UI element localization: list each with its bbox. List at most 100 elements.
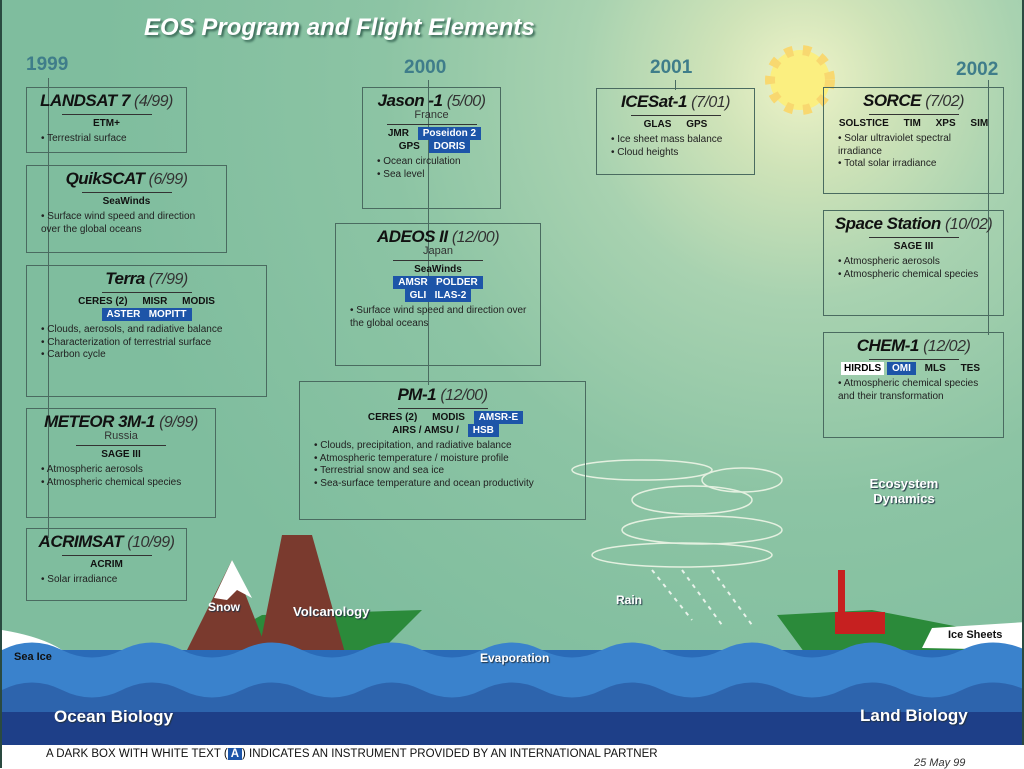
mission-box-chem-1: CHEM-1 (12/02) HIRDLS OMI MLS TES • Atmos… [823, 332, 1004, 438]
objective-text: Cloud heights [617, 146, 679, 158]
mission-name: Terra [105, 269, 145, 288]
partner-box-icon: A [227, 748, 242, 760]
mission-box-landsat-7: LANDSAT 7 (4/99) ETM+ • Terrestrial surfa… [26, 87, 187, 153]
divider [61, 114, 152, 115]
instrument-row: SAGE III [824, 240, 1003, 253]
mission-name: Space Station [834, 214, 941, 233]
objectives-list: • Ocean circulation • Sea level [363, 153, 500, 181]
instrument-row: HIRDLS OMI MLS TES [824, 362, 1003, 375]
objectives-list: • Clouds, precipitation, and radiative b… [300, 437, 585, 490]
rain-icon [651, 569, 753, 626]
mission-name: LANDSAT 7 [40, 91, 130, 110]
mission-name: QuikSCAT [65, 169, 145, 188]
mission-name: CHEM-1 [856, 336, 920, 355]
partner-instrument: ASTER MOPITT [101, 308, 192, 321]
partner-note: A DARK BOX WITH WHITE TEXT (A) INDICATES… [46, 748, 658, 760]
instrument-row: AMSR POLDER [336, 276, 540, 289]
objective-text: Atmospheric aerosols [46, 464, 143, 475]
objective-item: • Cloud heights [611, 146, 679, 158]
objective-item: • Solar irradiance [41, 574, 118, 585]
objective-text: Ocean circulation [383, 156, 461, 167]
objective-text: Atmospheric chemical species [843, 268, 979, 280]
mission-name: ICESat-1 [621, 92, 687, 111]
instrument: AIRS / AMSU / [392, 425, 459, 436]
objective-item: • Solar ultraviolet spectral irradiance [838, 133, 951, 157]
objective-text: Atmospheric chemical species [46, 476, 182, 488]
divider [386, 124, 477, 125]
note-text: A DARK BOX WITH WHITE TEXT ( [46, 748, 228, 760]
objective-text: Terrestrial surface [47, 133, 127, 144]
eos-diagram: EOS Program and Flight Elements 1999 200… [0, 0, 1024, 745]
mission-title: Jason -1 (5/00) [363, 91, 500, 111]
instrument: GLAS [643, 119, 672, 130]
mission-title: ICESat-1 (7/01) [597, 92, 754, 112]
objective-item: • Surface wind speed and direction over … [350, 305, 527, 329]
objective-item: • Terrestrial snow and sea ice [314, 465, 445, 476]
objective-item: • Sea-surface temperature and ocean prod… [314, 477, 534, 489]
scenery [2, 45, 1022, 745]
instrument: MISR [142, 296, 168, 307]
launch-date: (7/02) [925, 93, 964, 110]
cloud-icon [571, 459, 783, 568]
mission-title: Terra (7/99) [27, 269, 266, 289]
objectives-list: • Surface wind speed and direction over … [27, 208, 226, 236]
mission-title: SORCE (7/02) [824, 91, 1003, 111]
divider [393, 260, 483, 261]
objective-item: • Clouds, precipitation, and radiative b… [314, 440, 512, 451]
factory-icon [835, 612, 885, 634]
partner-instrument: OMI [887, 362, 916, 375]
year-1999: 1999 [26, 54, 69, 75]
mission-title: Space Station (10/02) [824, 214, 1003, 234]
launch-date: (10/99) [127, 534, 175, 551]
objectives-list: • Atmospheric aerosols • Atmospheric chem… [824, 253, 1003, 281]
mission-box-quikscat: QuikSCAT (6/99) SeaWinds • Surface wind s… [26, 165, 227, 253]
objectives-list: • Atmospheric chemical species and their… [824, 375, 1003, 403]
mission-name: METEOR 3M-1 [44, 412, 155, 431]
objectives-list: • Terrestrial surface [27, 130, 186, 146]
instrument: GPS [398, 141, 420, 152]
mission-name: SORCE [863, 91, 921, 110]
launch-date: (6/99) [148, 171, 188, 188]
objective-text: Surface wind speed and direction over th… [350, 305, 527, 329]
launch-date: (12/02) [923, 338, 971, 355]
objective-text: Sea level [383, 168, 425, 180]
instrument: SAGE III [893, 241, 934, 252]
instrument: MODIS [182, 296, 215, 307]
instrument: JMR [387, 128, 409, 139]
partner-country: Japan [423, 245, 453, 257]
partner-instrument: DORIS [428, 140, 471, 153]
launch-date: (5/00) [446, 93, 486, 110]
objective-item: • Surface wind speed and direction over … [41, 211, 196, 235]
launch-date: (7/99) [148, 271, 188, 288]
instrument-row: ASTER MOPITT [27, 308, 266, 321]
divider [81, 192, 172, 193]
instrument-row: SOLSTICE TIM XPS SIM [824, 117, 1003, 130]
mission-name: ADEOS II [376, 227, 448, 246]
label-snow: Snow [208, 600, 240, 614]
instrument: MODIS [432, 412, 465, 423]
divider [868, 359, 959, 360]
label-sea-ice: Sea Ice [14, 651, 52, 663]
instrument-row: SAGE III [27, 448, 215, 461]
instrument-row: SeaWinds [27, 195, 226, 208]
instrument-row: ACRIM [27, 558, 186, 571]
instrument-row: CERES (2) MODIS AMSR-E [300, 411, 585, 424]
objective-text: Ice sheet mass balance [617, 134, 723, 145]
volcano [257, 535, 347, 660]
timeline-1999 [48, 78, 49, 538]
mission-box-acrimsat: ACRIMSAT (10/99) ACRIM • Solar irradiance [26, 528, 187, 601]
mission-box-adeos-ii: ADEOS II (12/00) Japan SeaWinds AMSR POLDE… [335, 223, 541, 366]
year-2002: 2002 [956, 59, 999, 80]
launch-date: (10/02) [944, 216, 993, 233]
instrument: ETM+ [93, 118, 120, 129]
instrument: TIM [903, 118, 921, 129]
mission-title: METEOR 3M-1 (9/99) [27, 412, 215, 432]
divider [101, 292, 192, 293]
label-rain: Rain [616, 593, 643, 607]
instrument: TES [960, 363, 981, 374]
instrument-row: CERES (2) MISR MODIS [27, 295, 266, 308]
objective-text: Solar irradiance [47, 574, 118, 585]
instrument: SeaWinds [414, 264, 462, 275]
objective-item: • Atmospheric aerosols [838, 256, 940, 267]
objective-item: • Carbon cycle [41, 349, 106, 360]
